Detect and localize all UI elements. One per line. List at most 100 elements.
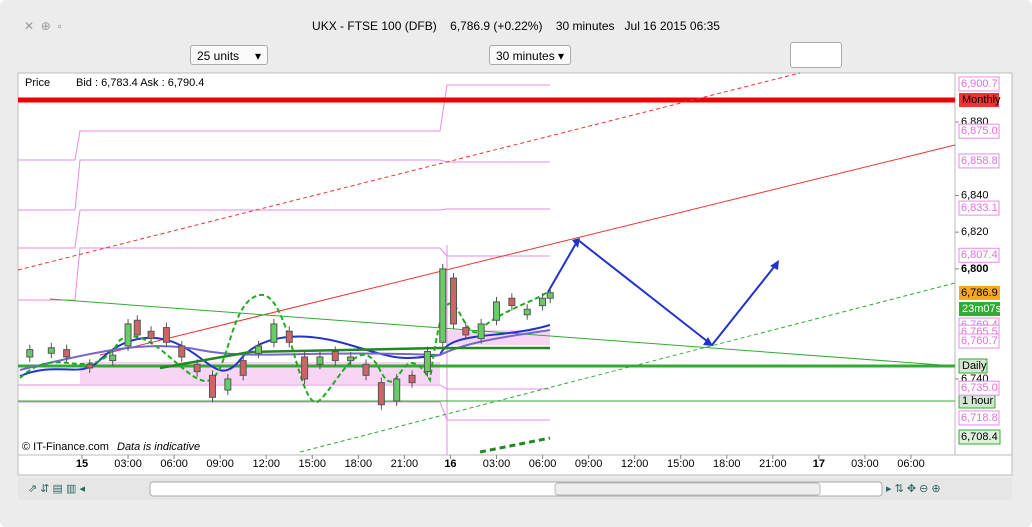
trend-line (99, 144, 956, 356)
bid-ask: Bid : 6,783.4 Ask : 6,790.4 (76, 77, 204, 89)
x-tick-label: 15 (76, 458, 88, 470)
level-tag (958, 333, 1000, 349)
units-dropdown[interactable]: 25 units ▾ (190, 45, 268, 65)
datetime: Jul 16 2015 06:35 (624, 19, 720, 33)
x-tick-label: 16 (444, 458, 456, 470)
level-tag (958, 247, 1000, 263)
candle-body (224, 378, 232, 391)
price-label: Price (25, 77, 50, 89)
x-tick-label: 12:00 (621, 458, 649, 470)
level-tag (958, 153, 1000, 169)
candle-body (539, 297, 547, 307)
candle-body (331, 350, 339, 362)
data-note: Data is indicative (117, 441, 200, 453)
instrument: UKX - FTSE 100 (DFB) (312, 19, 437, 33)
candle-body (162, 327, 170, 343)
candle-body (193, 363, 201, 373)
candle-body (239, 360, 247, 376)
monthly-label: Monthly (962, 94, 1001, 106)
toolbar-icons[interactable]: ⇗ ⇵ ▤ ▥ ◂ (28, 483, 85, 495)
hourly-label: 1 hour (962, 395, 994, 407)
candle-body (523, 308, 531, 316)
x-tick-label: 06:00 (529, 458, 557, 470)
x-tick-label: 17 (813, 458, 825, 470)
x-tick-label: 15:00 (299, 458, 327, 470)
trend-line-dashed (299, 282, 956, 453)
countdown: 23m07s (962, 303, 1002, 315)
level-label: 6,807.4 (961, 249, 998, 261)
candle-body (63, 349, 71, 358)
candle-body (439, 268, 447, 343)
title-bar: ✕ ⊕ ▫ UKX - FTSE 100 (DFB) 6,786.9 (+0.2… (0, 14, 1032, 38)
level-label: 6,735.0 (961, 382, 998, 394)
level-tag (958, 123, 1000, 139)
level-label: 6,833.1 (961, 202, 998, 214)
candle-body (493, 301, 500, 321)
daily-label: Daily (962, 360, 987, 372)
support-tag (958, 429, 1001, 445)
toolbar-icons[interactable]: ▸ ⇅ ✥ ⊖ ⊕ (886, 483, 941, 495)
candle-body (408, 374, 416, 384)
x-tick-label: 21:00 (759, 458, 787, 470)
level-label: 6,875.0 (961, 125, 998, 137)
x-tick-label: 03:00 (114, 458, 142, 470)
candle-body (109, 354, 117, 362)
countdown-tag (959, 302, 1000, 316)
level-label: 6,900.7 (961, 78, 998, 90)
level-tag (958, 76, 1000, 92)
candle-body (393, 378, 401, 402)
level-label: 6,718.8 (961, 412, 998, 424)
candle-body (47, 347, 55, 354)
x-tick-label: 21:00 (391, 458, 419, 470)
candle-body (316, 356, 324, 365)
x-tick-label: 18:00 (345, 458, 373, 470)
moving-average (159, 346, 550, 370)
oscillator (19, 289, 551, 404)
candle-body (450, 277, 458, 325)
forecast-arrow (547, 238, 779, 347)
x-tick-label: 15:00 (667, 458, 695, 470)
y-tick-label: 6,840 (961, 189, 989, 201)
candle-body (462, 327, 470, 336)
last-price: 6,786.9 (961, 287, 998, 299)
level-tag (958, 380, 1000, 396)
candle-body (133, 319, 141, 336)
x-tick-label: 12:00 (252, 458, 280, 470)
trend-line-dashed (17, 72, 801, 271)
level-label: 6,760.7 (961, 335, 998, 347)
candle-body (124, 323, 132, 347)
indicator-button[interactable] (790, 42, 842, 68)
x-tick-label: 09:00 (206, 458, 234, 470)
candle-body (86, 363, 94, 369)
x-tick-label: 03:00 (851, 458, 879, 470)
interval: 30 minutes (555, 19, 615, 33)
window-controls[interactable]: ✕ ⊕ ▫ (24, 19, 62, 33)
candle-body (546, 292, 554, 299)
candle-body (270, 323, 278, 343)
candle-body (477, 323, 485, 340)
candle-body (423, 350, 431, 373)
x-tick-label: 06:00 (897, 458, 925, 470)
monthly-tag (959, 93, 999, 107)
candle-body (301, 356, 309, 380)
level-tag (958, 200, 1000, 216)
candle-body (377, 382, 385, 406)
indicator-line (479, 436, 551, 454)
units: 25 units (197, 49, 240, 63)
period: 30 minutes (496, 49, 555, 63)
daily-tag (958, 358, 988, 374)
chart-frame (17, 72, 1013, 476)
candle-body (208, 374, 216, 398)
scroll-thumb[interactable] (554, 482, 821, 496)
x-tick-label: 03:00 (483, 458, 511, 470)
candle-body (508, 297, 516, 307)
quote: 6,786.9 (+0.22%) (450, 19, 543, 33)
y-tick-label: 6,800 (961, 263, 989, 275)
copyright: © IT-Finance.com (22, 441, 109, 453)
candle-body (178, 345, 186, 358)
y-tick-label: 6,820 (961, 226, 989, 238)
period-dropdown[interactable]: 30 minutes ▾ (489, 45, 571, 65)
level-tag (958, 410, 1000, 426)
